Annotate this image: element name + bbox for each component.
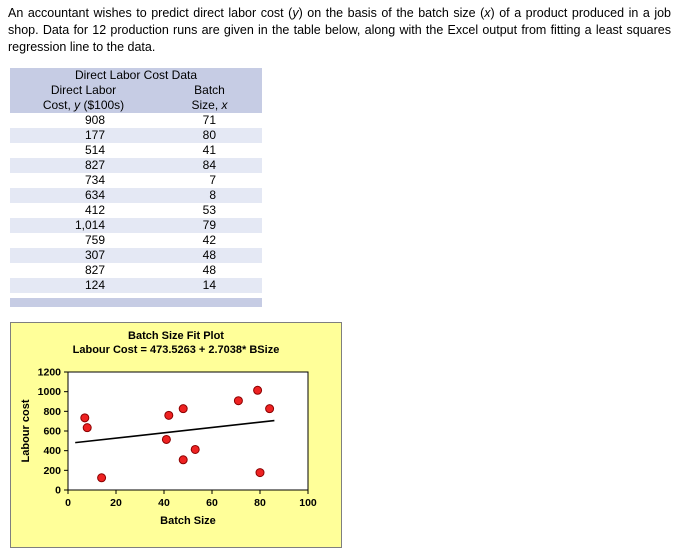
y-tick-label: 600 [43,426,61,438]
text-run: ) of a product produced in a job shop. D… [8,6,671,54]
chart-title: Batch Size Fit Plot [128,330,224,342]
data-point [97,473,107,483]
data-point [190,444,200,454]
plot-area [67,371,309,491]
labor-cost-cell: 1,014 [10,218,157,233]
data-point [253,385,263,395]
x-tick-label: 40 [158,497,170,509]
labor-cost-cell: 307 [10,248,157,263]
batch-size-cell: 53 [202,203,216,217]
batch-size-cell: 71 [202,113,216,127]
variable-name: x [484,6,491,20]
table-row: 759 42 [10,233,262,248]
table-row: 827 48 [10,263,262,278]
problem-statement: An accountant wishes to predict direct l… [8,5,671,56]
data-point [265,404,275,414]
x-tick-label: 80 [254,497,266,509]
labor-cost-table: Direct Labor Cost Data Direct Labor Cost… [10,68,262,307]
data-point [178,455,188,465]
table-row: 307 48 [10,248,262,263]
labor-cost-cell: 759 [84,233,105,247]
labor-cost-cell: 734 [84,173,105,187]
table-row: 412 53 [10,203,262,218]
table-row: 827 84 [10,158,262,173]
x-tick-label: 20 [110,497,122,509]
table-row: 734 7 [10,173,262,188]
table-row: 514 41 [10,143,262,158]
y-tick-label: 0 [55,485,61,497]
col-header-labor-line1: Direct Labor [50,83,117,97]
fit-line [75,419,275,444]
table-row: 634 8 [10,188,262,203]
batch-size-cell: 79 [157,218,262,233]
labor-cost-cell: 177 [10,128,157,143]
x-tick-label: 0 [65,497,71,509]
col-header-batch-size: Batch Size, x [157,83,262,113]
batch-size-cell: 84 [157,158,262,173]
y-tick-label: 800 [43,406,61,418]
footer-cell [10,298,262,307]
batch-size-cell: 42 [202,233,216,247]
chart-equation-subtitle: Labour Cost = 473.5263 + 2.7038* BSize [72,344,280,356]
x-tick-label: 60 [206,497,218,509]
data-point [164,410,174,420]
data-point [255,468,265,478]
data-point [80,413,90,423]
text-run: An accountant wishes to predict direct l… [8,6,293,20]
y-tick-label: 1200 [38,367,62,379]
table-header-row: Direct Labor Cost, y ($100s) Batch Size,… [10,83,262,113]
labor-cost-cell: 514 [84,143,105,157]
y-tick-label: 1000 [38,386,62,398]
y-tick-label: 200 [43,465,61,477]
batch-size-cell: 80 [157,128,262,143]
text-run: ) on the basis of the batch size ( [298,6,485,20]
labor-cost-cell: 634 [10,188,157,203]
x-tick-label: 100 [299,497,317,509]
batch-size-cell: 48 [157,248,262,263]
labor-cost-cell: 827 [84,263,105,277]
labor-cost-cell: 124 [10,278,157,293]
y-axis-label: Labour cost [20,399,32,462]
data-point [233,396,243,406]
table-row: 1,014 79 [10,218,262,233]
x-axis-label: Batch Size [160,515,216,527]
batch-size-cell: 41 [202,143,216,157]
batch-size-cell: 7 [209,173,216,187]
table-row: 908 71 [10,113,262,128]
batch-size-cell: 14 [157,278,262,293]
labor-cost-cell: 412 [84,203,105,217]
labor-cost-cell: 908 [84,113,105,127]
variable-x: x [221,98,228,112]
col-header-batch-line2-pre: Size, [191,98,222,112]
data-point [161,434,171,444]
col-header-batch-line1: Batch [194,83,225,97]
batch-size-fit-plot: Batch Size Fit Plot Labour Cost = 473.52… [10,322,342,548]
table-row: 177 80 [10,128,262,143]
y-tick-label: 400 [43,445,61,457]
col-header-labor-cost: Direct Labor Cost, y ($100s) [10,83,157,113]
data-point [178,404,188,414]
table-row: 124 14 [10,278,262,293]
variable-name: y [292,6,299,20]
labor-cost-cell: 827 [10,158,157,173]
table-title: Direct Labor Cost Data [10,68,262,83]
col-header-labor-line2-post: ($100s) [80,98,125,112]
batch-size-cell: 48 [202,263,216,277]
table-title-row: Direct Labor Cost Data [10,68,262,83]
col-header-labor-line2-pre: Cost, [42,98,75,112]
data-point [82,423,92,433]
table-footer-bar [10,298,262,307]
scatter-plot: 0 200 400 600 800 1000 1200 0 20 40 60 80 100 Batch S… [20,367,317,528]
variable-y: y [74,98,81,112]
batch-size-cell: 8 [157,188,262,203]
